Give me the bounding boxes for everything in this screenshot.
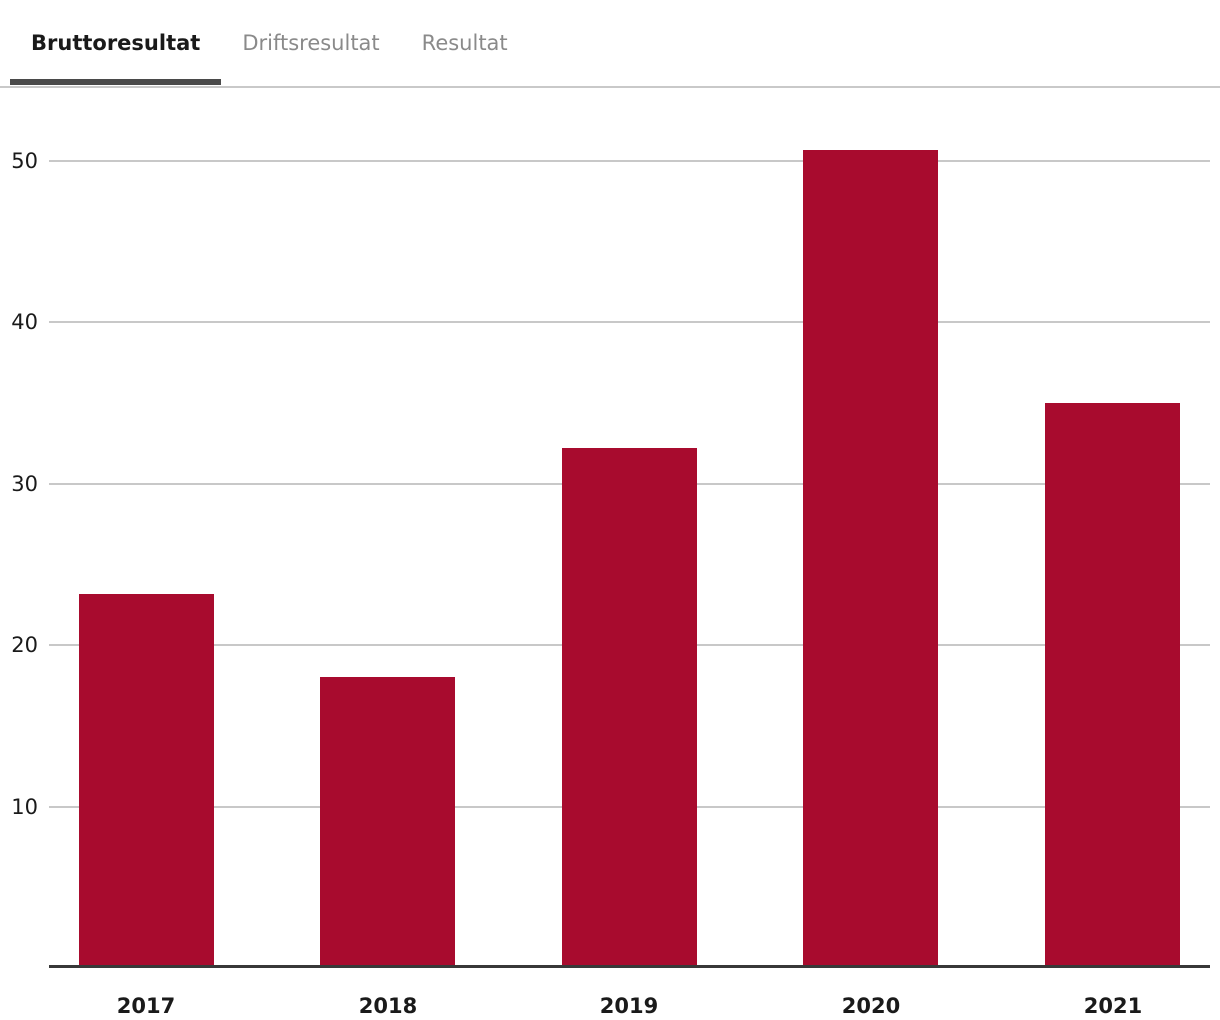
y-tick-label-20: 20 — [11, 633, 38, 657]
tab-bruttoresultat[interactable]: Bruttoresultat — [10, 0, 222, 86]
gridline-50 — [49, 160, 1210, 162]
bar-2019 — [562, 448, 697, 968]
tab-resultat[interactable]: Resultat — [401, 0, 529, 86]
tab-driftsresultat-label: Driftsresultat — [242, 31, 380, 55]
x-category-label-2018: 2018 — [358, 994, 418, 1018]
bar-chart: 10 20 30 40 50 2017 2018 2019 2020 2021 — [0, 88, 1220, 1019]
y-tick-label-10: 10 — [11, 795, 38, 819]
tab-resultat-label: Resultat — [421, 31, 508, 55]
x-category-label-2021: 2021 — [1083, 994, 1143, 1018]
bar-2017 — [79, 594, 214, 968]
bar-2021 — [1045, 403, 1180, 968]
x-axis-line — [49, 965, 1210, 968]
y-tick-label-40: 40 — [11, 310, 38, 334]
gridline-40 — [49, 321, 1210, 323]
x-category-label-2020: 2020 — [841, 994, 901, 1018]
y-tick-label-30: 30 — [11, 472, 38, 496]
x-category-label-2017: 2017 — [116, 994, 176, 1018]
bar-2018 — [320, 677, 455, 968]
active-tab-underline — [10, 79, 222, 85]
bar-2020 — [803, 150, 938, 968]
tab-driftsresultat[interactable]: Driftsresultat — [221, 0, 400, 86]
x-category-label-2019: 2019 — [599, 994, 659, 1018]
tab-bar: Bruttoresultat Driftsresultat Resultat — [0, 0, 1220, 88]
y-tick-label-50: 50 — [11, 149, 38, 173]
tab-bruttoresultat-label: Bruttoresultat — [31, 31, 201, 55]
